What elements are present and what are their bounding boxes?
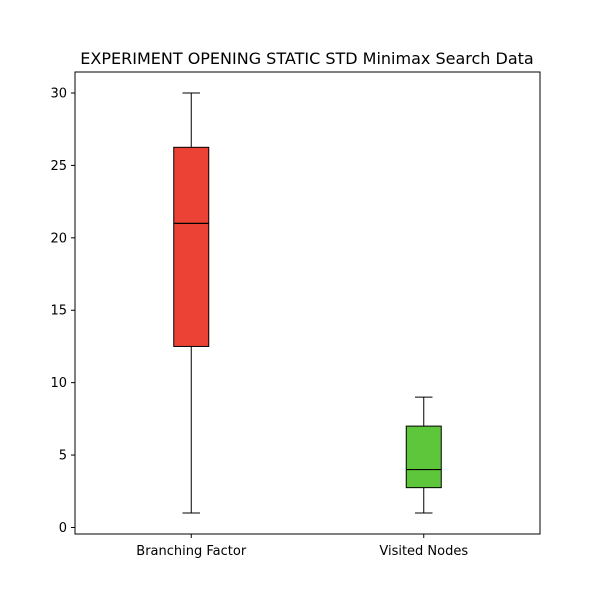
x-tick-label: Visited Nodes bbox=[379, 544, 468, 559]
box-body bbox=[405, 425, 442, 489]
y-tick-label: 10 bbox=[50, 376, 67, 391]
plot-area: 0 5 10 15 20 25 30 Branching Factor Visited Node… bbox=[50, 71, 541, 559]
y-tick-label: 5 bbox=[59, 449, 67, 464]
chart-title: EXPERIMENT OPENING STATIC STD Minimax Se… bbox=[80, 49, 533, 68]
y-tick-label: 20 bbox=[50, 231, 67, 246]
y-tick-label: 25 bbox=[50, 159, 67, 174]
y-tick-label: 30 bbox=[50, 87, 67, 102]
box-body bbox=[173, 146, 210, 347]
y-tick-label: 15 bbox=[50, 304, 67, 319]
axes-frame bbox=[74, 71, 541, 535]
x-tick-label: Branching Factor bbox=[136, 544, 247, 559]
y-tick-label: 0 bbox=[59, 521, 67, 536]
